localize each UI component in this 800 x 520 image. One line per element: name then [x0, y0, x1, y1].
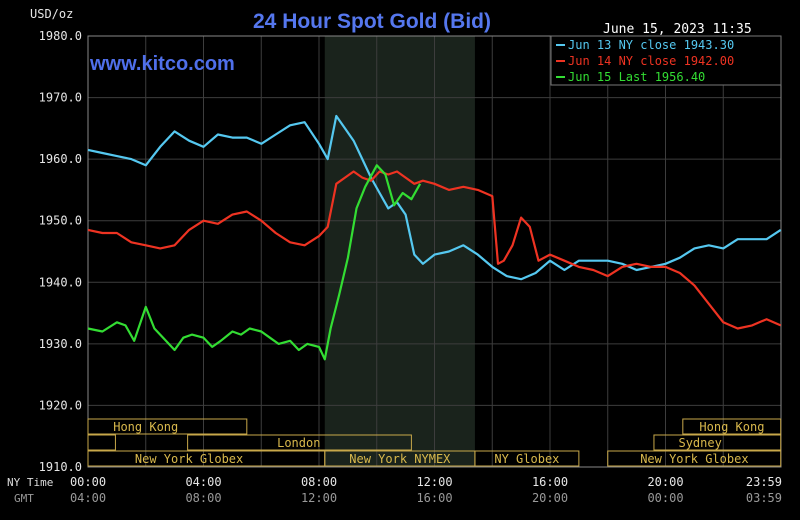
session-box: [87, 434, 116, 451]
x-tick-label-gmt: 16:00: [416, 491, 452, 505]
legend-label-jun13: Jun 13 NY close 1943.30: [568, 38, 734, 52]
legend-label-jun14: Jun 14 NY close 1942.00: [568, 54, 734, 68]
y-tick-label: 1910.0: [39, 460, 82, 474]
x-tick-label-ny: 00:00: [70, 475, 106, 489]
legend-label-jun15: Jun 15 Last 1956.40: [568, 70, 705, 84]
session-label: London: [277, 436, 320, 450]
y-tick-label: 1930.0: [39, 337, 82, 351]
nymex-session-shade: [324, 36, 475, 467]
timestamp: June 15, 2023 11:35: [603, 22, 752, 37]
series-line-1: [87, 170, 782, 330]
session-box: [187, 434, 412, 451]
y-tick-label: 1970.0: [39, 91, 82, 105]
x-tick-label-gmt: 08:00: [185, 491, 221, 505]
chart-title: 24 Hour Spot Gold (Bid): [253, 10, 491, 33]
y-axis-ticks: 1980.0 1970.0 1960.0 1950.0 1940.0 1930.0 1920…: [39, 29, 82, 474]
y-tick-label: 1960.0: [39, 152, 82, 166]
x-tick-label-ny: 08:00: [301, 475, 337, 489]
y-tick-label: 1940.0: [39, 275, 82, 289]
session-label: New York NYMEX: [349, 452, 451, 466]
x-tick-label-gmt: 03:59: [746, 491, 782, 505]
session-box: [607, 450, 782, 467]
session-box: [653, 434, 782, 451]
price-lines: [87, 114, 782, 361]
x-row-label-ny: NY Time: [7, 476, 53, 489]
x-tick-label-gmt: 20:00: [532, 491, 568, 505]
x-tick-label-gmt: 12:00: [301, 491, 337, 505]
y-tick-label: 1980.0: [39, 29, 82, 43]
session-label: New York Globex: [640, 452, 748, 466]
watermark: www.kitco.com: [89, 53, 235, 75]
x-tick-label-gmt: 00:00: [647, 491, 683, 505]
x-tick-label-gmt: 04:00: [70, 491, 106, 505]
x-tick-label-ny: 20:00: [647, 475, 683, 489]
market-sessions: Hong Kong London New York Globex New York N…: [87, 418, 782, 467]
session-box: [474, 450, 580, 467]
y-unit-label: USD/oz: [30, 7, 73, 21]
session-label: Hong Kong: [699, 420, 764, 434]
session-label: NY Globex: [494, 452, 559, 466]
legend: Jun 13 NY close 1943.30 Jun 14 NY close …: [550, 35, 782, 86]
session-label: Sydney: [678, 436, 721, 450]
x-tick-label-ny: 12:00: [416, 475, 452, 489]
x-tick-label-ny: 23:59: [746, 475, 782, 489]
grid-lines: [88, 36, 781, 467]
session-label: Hong Kong: [113, 420, 178, 434]
y-tick-label: 1920.0: [39, 398, 82, 412]
x-tick-label-ny: 16:00: [532, 475, 568, 489]
session-box: [682, 418, 782, 435]
x-axis-ticks: 00:00 04:00 08:00 12:00 16:00 20:00 23:59 04:00…: [70, 475, 782, 505]
plot-border: [87, 35, 782, 468]
y-tick-label: 1950.0: [39, 214, 82, 228]
x-row-label-gmt: GMT: [14, 492, 34, 505]
x-tick-label-ny: 04:00: [185, 475, 221, 489]
legend-box: [550, 35, 782, 86]
session-label: New York Globex: [135, 452, 243, 466]
session-box: [87, 418, 248, 435]
series-line-2: [87, 164, 422, 361]
